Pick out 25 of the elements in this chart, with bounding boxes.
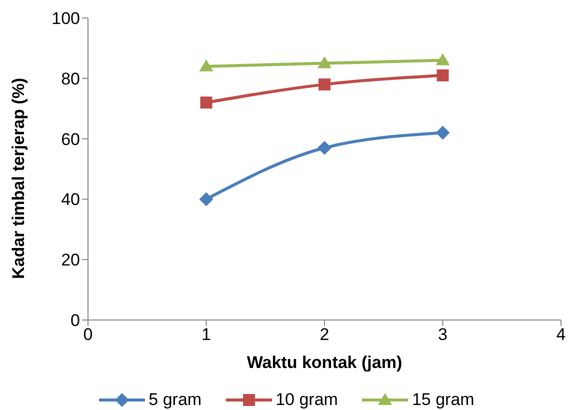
x-tick-label: 1 <box>202 325 211 344</box>
y-axis-title: Kadar timbal terjerap (%) <box>9 78 28 279</box>
x-axis-title: Waktu kontak (jam) <box>246 353 402 372</box>
point <box>318 140 332 155</box>
x-tick-label: 0 <box>83 325 93 344</box>
x-tick-label: 4 <box>556 325 566 344</box>
legend-label: 15 gram <box>412 390 474 410</box>
point <box>318 78 330 90</box>
legend-label: 10 gram <box>276 390 338 410</box>
y-tick-label: 40 <box>61 190 80 210</box>
y-tick-label: 100 <box>52 9 80 28</box>
point <box>199 59 214 72</box>
y-tick-label: 0 <box>70 311 80 330</box>
point <box>318 56 332 68</box>
y-tick-label: 20 <box>61 250 80 270</box>
y-tick-label: 60 <box>61 130 80 149</box>
x-tick-label: 2 <box>320 325 330 344</box>
x-tick-label: 3 <box>438 325 448 344</box>
point <box>436 53 450 66</box>
legend-label: 5 gram <box>148 390 202 410</box>
point <box>199 192 214 206</box>
point <box>436 126 450 140</box>
y-tick-label: 80 <box>61 69 80 88</box>
point <box>436 69 449 82</box>
point <box>200 96 212 109</box>
